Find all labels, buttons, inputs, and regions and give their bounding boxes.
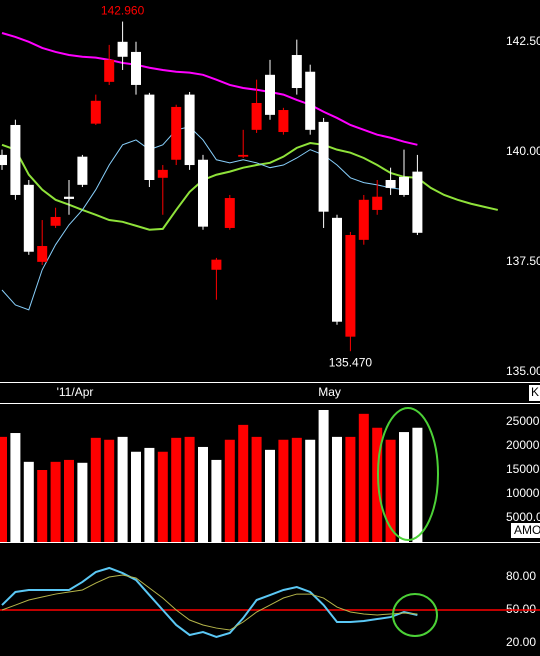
- candle-body: [278, 110, 289, 133]
- corner-button-label[interactable]: K: [531, 385, 539, 399]
- volume-bar: [358, 413, 369, 542]
- y-tick-label: 15000: [506, 462, 540, 476]
- candle-body: [318, 121, 329, 212]
- candle-body: [211, 259, 222, 270]
- volume-bar: [131, 451, 141, 542]
- candle-body: [332, 217, 342, 322]
- candle-body: [117, 41, 128, 57]
- y-tick-label: 135.00: [506, 364, 540, 378]
- highlight-ellipse: [392, 593, 438, 637]
- volume-label-box: [511, 523, 540, 538]
- volume-label: AMO: [514, 523, 540, 537]
- candle-body: [104, 59, 115, 82]
- volume-bar: [291, 437, 302, 542]
- candle-body: [372, 196, 383, 210]
- candle-body: [131, 51, 141, 85]
- volume-bar: [50, 461, 61, 542]
- volume-bar: [10, 433, 21, 542]
- candle-body: [50, 216, 61, 226]
- oscillator-line: [1, 574, 418, 631]
- candle-body: [157, 169, 168, 178]
- corner-button[interactable]: [529, 385, 540, 401]
- y-tick-label: 142.50: [506, 34, 540, 48]
- oscillator-line: [1, 566, 418, 639]
- volume-bar: [372, 427, 383, 542]
- candle-body: [345, 235, 356, 337]
- volume-bar: [171, 437, 182, 542]
- moving-average-line: [1, 126, 405, 311]
- volume-bar: [332, 436, 342, 542]
- candle-body: [23, 184, 34, 252]
- volume-bar: [0, 436, 7, 542]
- candle-body: [305, 71, 316, 130]
- y-tick-label: 20000: [506, 438, 540, 452]
- y-tick-label: 80.00: [506, 569, 536, 583]
- max-label: 142.960: [101, 4, 145, 18]
- candle-body: [265, 74, 275, 115]
- highlight-ellipse: [377, 407, 439, 541]
- volume-bar: [211, 459, 222, 542]
- candle-body: [90, 100, 101, 124]
- candle-body: [198, 159, 208, 227]
- y-tick-label: 50.00: [506, 602, 536, 616]
- x-tick-label: '11/Apr: [57, 385, 94, 399]
- volume-bar: [305, 439, 316, 542]
- candle-body: [251, 102, 262, 130]
- volume-bar: [117, 436, 128, 542]
- y-tick-label: 5000.00: [506, 510, 540, 524]
- x-tick-label: May: [318, 385, 341, 399]
- volume-bar: [184, 436, 195, 542]
- volume-bar: [399, 432, 409, 542]
- candle-body: [184, 94, 195, 166]
- candle-body: [37, 246, 48, 262]
- volume-bar: [23, 461, 34, 542]
- volume-bar: [144, 447, 155, 542]
- y-tick-label: 10000: [506, 486, 540, 500]
- y-tick-label: 20.00: [506, 635, 536, 649]
- candle-body: [171, 106, 182, 160]
- volume-bar: [224, 439, 235, 542]
- candle-body: [144, 94, 155, 180]
- candle-body: [238, 154, 249, 157]
- y-tick-label: 25000: [506, 414, 540, 428]
- candle-body: [64, 196, 74, 199]
- candle-body: [224, 198, 235, 228]
- volume-bar: [412, 427, 423, 542]
- y-tick-label: 137.50: [506, 254, 540, 268]
- candle-body: [358, 199, 369, 240]
- volume-bar: [318, 409, 329, 542]
- moving-average-line: [1, 32, 418, 146]
- candle-body: [412, 171, 423, 233]
- candle-body: [399, 176, 409, 195]
- volume-bar: [265, 449, 275, 542]
- volume-bar: [385, 439, 396, 542]
- y-tick-label: 140.00: [506, 144, 540, 158]
- candle-body: [77, 156, 88, 185]
- plot-layer: 142.50 140.00 137.50 135.00 '11/Apr May 142.96…: [0, 4, 540, 649]
- volume-bar: [345, 436, 356, 542]
- volume-bar: [251, 436, 262, 542]
- volume-bar: [37, 469, 48, 542]
- volume-bar: [198, 446, 208, 542]
- candle-body: [385, 179, 396, 188]
- candle-body: [0, 154, 7, 166]
- volume-bar: [104, 439, 115, 542]
- volume-bar: [90, 437, 101, 542]
- candle-body: [291, 55, 302, 89]
- candle-body: [10, 124, 21, 195]
- volume-bar: [157, 451, 168, 542]
- volume-bar: [64, 459, 74, 542]
- volume-bar: [77, 462, 88, 542]
- volume-bar: [238, 424, 249, 542]
- min-label: 135.470: [329, 355, 373, 369]
- volume-bar: [278, 439, 289, 542]
